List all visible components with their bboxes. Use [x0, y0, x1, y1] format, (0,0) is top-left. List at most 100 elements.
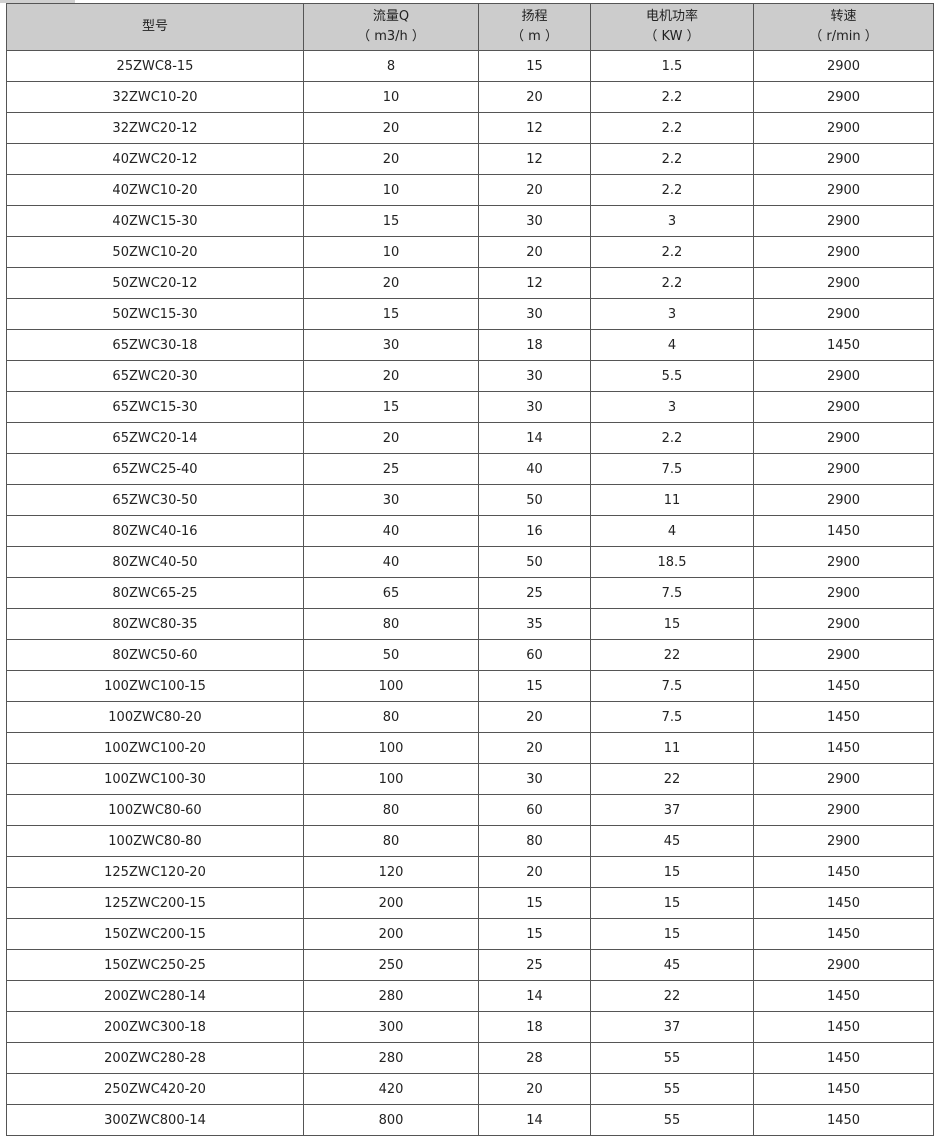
cell-head: 15	[478, 918, 591, 950]
cell-model: 80ZWC50-60	[6, 639, 304, 671]
cell-power: 3	[590, 205, 754, 237]
cell-flow: 30	[303, 329, 479, 361]
table-row: 80ZWC65-25 65 25 7.5 2900	[6, 577, 934, 609]
cell-speed: 1450	[753, 670, 934, 702]
cell-flow: 100	[303, 732, 479, 764]
cell-model: 80ZWC80-35	[6, 608, 304, 640]
cell-speed: 1450	[753, 701, 934, 733]
cell-power: 4	[590, 329, 754, 361]
cell-power: 7.5	[590, 453, 754, 485]
table-row: 50ZWC20-12 20 12 2.2 2900	[6, 267, 934, 299]
header-unit: （ KW ）	[644, 29, 700, 44]
cell-speed: 2900	[753, 639, 934, 671]
table-row: 150ZWC200-15 200 15 15 1450	[6, 918, 934, 950]
table-row: 65ZWC15-30 15 30 3 2900	[6, 391, 934, 423]
cell-flow: 15	[303, 391, 479, 423]
cell-head: 20	[478, 701, 591, 733]
cell-power: 45	[590, 949, 754, 981]
cell-power: 37	[590, 794, 754, 826]
cell-power: 5.5	[590, 360, 754, 392]
cell-power: 2.2	[590, 267, 754, 299]
table-row: 200ZWC280-14 280 14 22 1450	[6, 980, 934, 1012]
cell-model: 200ZWC280-28	[6, 1042, 304, 1074]
table-row: 100ZWC100-20 100 20 11 1450	[6, 732, 934, 764]
table-row: 65ZWC20-30 20 30 5.5 2900	[6, 360, 934, 392]
cell-power: 2.2	[590, 422, 754, 454]
header-model: 型号	[6, 3, 304, 51]
cell-power: 7.5	[590, 701, 754, 733]
cell-flow: 20	[303, 360, 479, 392]
table-row: 65ZWC20-14 20 14 2.2 2900	[6, 422, 934, 454]
cell-model: 65ZWC20-30	[6, 360, 304, 392]
cell-head: 15	[478, 50, 591, 82]
cell-model: 200ZWC300-18	[6, 1011, 304, 1043]
cell-flow: 25	[303, 453, 479, 485]
cell-model: 40ZWC15-30	[6, 205, 304, 237]
cell-head: 12	[478, 143, 591, 175]
cell-head: 20	[478, 81, 591, 113]
cell-flow: 80	[303, 701, 479, 733]
cell-power: 55	[590, 1073, 754, 1105]
cell-head: 40	[478, 453, 591, 485]
table-row: 40ZWC15-30 15 30 3 2900	[6, 205, 934, 237]
cell-head: 12	[478, 267, 591, 299]
cell-speed: 2900	[753, 484, 934, 516]
cell-head: 14	[478, 1104, 591, 1136]
cell-speed: 1450	[753, 515, 934, 547]
cell-power: 11	[590, 732, 754, 764]
table-row: 65ZWC25-40 25 40 7.5 2900	[6, 453, 934, 485]
cell-flow: 30	[303, 484, 479, 516]
table-row: 32ZWC20-12 20 12 2.2 2900	[6, 112, 934, 144]
cell-speed: 1450	[753, 1042, 934, 1074]
cell-model: 100ZWC100-30	[6, 763, 304, 795]
cell-flow: 15	[303, 298, 479, 330]
table-row: 200ZWC280-28 280 28 55 1450	[6, 1042, 934, 1074]
header-flow: 流量Q （ m3/h ）	[303, 3, 479, 51]
table-row: 50ZWC10-20 10 20 2.2 2900	[6, 236, 934, 268]
cell-flow: 200	[303, 887, 479, 919]
cell-speed: 2900	[753, 763, 934, 795]
cell-flow: 8	[303, 50, 479, 82]
cell-head: 30	[478, 298, 591, 330]
cell-flow: 100	[303, 670, 479, 702]
cell-speed: 1450	[753, 329, 934, 361]
cell-model: 40ZWC20-12	[6, 143, 304, 175]
header-label: 扬程	[521, 9, 548, 24]
cell-speed: 2900	[753, 267, 934, 299]
cell-head: 12	[478, 112, 591, 144]
table-row: 100ZWC100-30 100 30 22 2900	[6, 763, 934, 795]
cell-power: 22	[590, 980, 754, 1012]
cell-power: 18.5	[590, 546, 754, 578]
cell-speed: 2900	[753, 143, 934, 175]
cell-speed: 2900	[753, 422, 934, 454]
cell-head: 14	[478, 980, 591, 1012]
cell-power: 15	[590, 608, 754, 640]
cell-flow: 280	[303, 1042, 479, 1074]
cell-flow: 300	[303, 1011, 479, 1043]
cell-power: 7.5	[590, 670, 754, 702]
cell-model: 100ZWC100-20	[6, 732, 304, 764]
cell-power: 22	[590, 763, 754, 795]
header-label: 型号	[141, 19, 168, 34]
cell-model: 125ZWC120-20	[6, 856, 304, 888]
table-row: 65ZWC30-18 30 18 4 1450	[6, 329, 934, 361]
cell-model: 100ZWC80-20	[6, 701, 304, 733]
cell-model: 100ZWC80-60	[6, 794, 304, 826]
cell-power: 15	[590, 918, 754, 950]
cell-model: 300ZWC800-14	[6, 1104, 304, 1136]
cell-head: 25	[478, 577, 591, 609]
cell-head: 20	[478, 856, 591, 888]
cell-speed: 1450	[753, 732, 934, 764]
cell-flow: 20	[303, 112, 479, 144]
cell-speed: 2900	[753, 205, 934, 237]
cell-flow: 280	[303, 980, 479, 1012]
cell-model: 50ZWC15-30	[6, 298, 304, 330]
header-unit: （ m ）	[511, 29, 558, 44]
cell-power: 4	[590, 515, 754, 547]
cell-head: 15	[478, 670, 591, 702]
cell-speed: 2900	[753, 949, 934, 981]
cell-power: 15	[590, 887, 754, 919]
cell-flow: 20	[303, 143, 479, 175]
cell-head: 15	[478, 887, 591, 919]
cell-model: 65ZWC30-18	[6, 329, 304, 361]
